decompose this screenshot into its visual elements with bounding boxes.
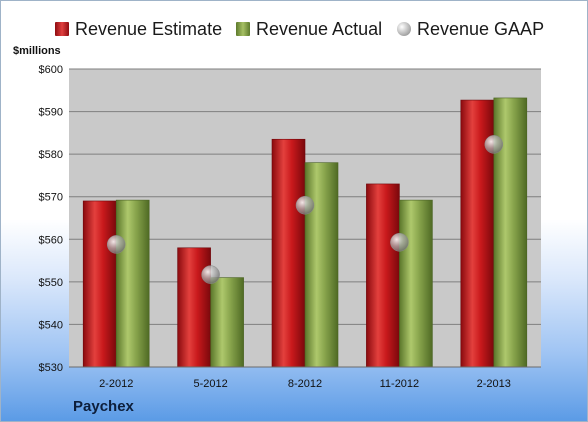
y-tick-label: $590 bbox=[39, 107, 63, 119]
legend-label-estimate: Revenue Estimate bbox=[75, 18, 223, 39]
bar-revenue-actual bbox=[399, 199, 433, 368]
bar-revenue-actual bbox=[304, 162, 339, 368]
x-tick-label: 2-2012 bbox=[99, 378, 133, 390]
marker-revenue-gaap bbox=[201, 265, 220, 284]
legend-item-actual: Revenue Actual bbox=[236, 15, 382, 43]
y-tick-label: $570 bbox=[39, 192, 63, 204]
marker-revenue-gaap bbox=[484, 135, 504, 154]
x-tick-label: 8-2012 bbox=[288, 378, 322, 390]
bar-revenue-estimate bbox=[82, 200, 117, 368]
x-tick-label: 5-2012 bbox=[193, 378, 227, 390]
y-tick-label: $580 bbox=[39, 149, 63, 161]
legend-item-gaap: Revenue GAAP bbox=[397, 15, 544, 43]
legend-swatch-estimate bbox=[55, 22, 69, 36]
y-tick-label: $540 bbox=[39, 319, 63, 331]
legend-swatch-actual bbox=[236, 22, 250, 36]
x-tick-label: 11-2012 bbox=[380, 378, 420, 390]
marker-revenue-gaap bbox=[390, 233, 409, 252]
y-tick-label: $600 bbox=[39, 64, 63, 76]
legend-item-estimate: Revenue Estimate bbox=[55, 15, 222, 43]
company-name: Paychex bbox=[73, 398, 134, 415]
y-tick-label: $560 bbox=[39, 234, 63, 246]
bar-revenue-estimate bbox=[366, 183, 400, 368]
marker-revenue-gaap bbox=[295, 195, 315, 215]
marker-revenue-gaap bbox=[106, 235, 126, 254]
y-tick-label: $550 bbox=[39, 277, 63, 289]
x-tick-label: 2-2013 bbox=[477, 378, 511, 390]
legend-label-actual: Revenue Actual bbox=[256, 18, 383, 39]
legend: Revenue Estimate Revenue Actual Revenue … bbox=[1, 15, 587, 43]
legend-label-gaap: Revenue GAAP bbox=[417, 18, 545, 39]
legend-swatch-gaap bbox=[397, 22, 411, 36]
y-axis-unit-label: $millions bbox=[13, 45, 61, 57]
bar-revenue-actual bbox=[210, 277, 244, 368]
bar-revenue-estimate bbox=[177, 247, 211, 368]
y-tick-label: $530 bbox=[39, 362, 63, 374]
bar-revenue-estimate bbox=[271, 138, 306, 368]
bar-revenue-actual bbox=[115, 199, 150, 368]
